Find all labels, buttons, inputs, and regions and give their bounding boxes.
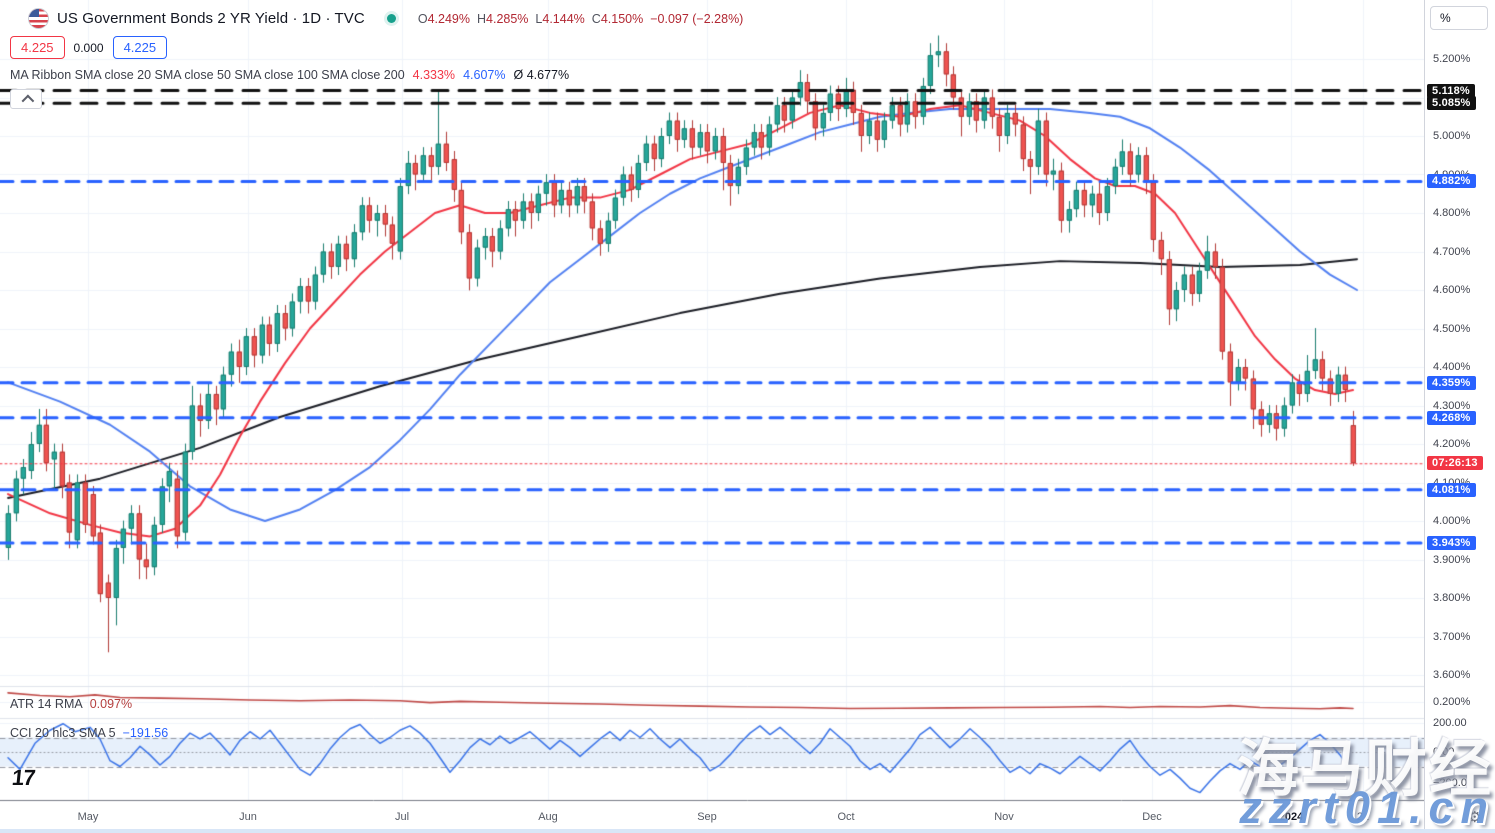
time-axis-label[interactable]: Dec	[1142, 811, 1162, 823]
watermark-right: 海马财经	[1236, 735, 1493, 804]
time-axis-label[interactable]: 2024	[1278, 811, 1304, 823]
buy-button[interactable]: 4.225	[112, 36, 168, 59]
ohlc-values: O4.249% H4.285% L4.144% C4.150% −0.097 (…	[417, 11, 744, 26]
price-axis[interactable]: % 5.200%5.100%5.000%4.900%4.800%4.700%4.…	[1424, 0, 1495, 833]
atr-axis-tick: 0.200%	[1433, 696, 1471, 708]
tradingview-logo[interactable]: 17	[10, 765, 36, 790]
price-tick: 5.000%	[1433, 130, 1471, 142]
atr-value: 0.097%	[89, 697, 133, 711]
time-axis-label[interactable]: Oct	[837, 811, 855, 823]
price-unit-button[interactable]: %	[1430, 6, 1488, 30]
price-tick: 4.700%	[1433, 245, 1471, 258]
price-tick: 4.300%	[1433, 399, 1471, 412]
us-flag-icon	[28, 8, 49, 29]
cci-value: −191.56	[122, 726, 169, 740]
change-value: −0.097 (−2.28%)	[650, 11, 744, 26]
price-tick: 5.200%	[1433, 53, 1471, 65]
sell-button[interactable]: 4.225	[10, 36, 65, 59]
level-price-label: 5.085%	[1427, 96, 1476, 111]
symbol-header[interactable]: US Government Bonds 2 YR Yield · 1D · TV…	[28, 8, 743, 29]
level-price-label: 3.943%	[1427, 535, 1476, 550]
price-tick: 3.800%	[1433, 592, 1471, 604]
sma-average-value: Ø 4.677%	[513, 68, 570, 82]
cci-axis-tick: 200.00	[1433, 717, 1467, 729]
level-price-label: 4.268%	[1427, 410, 1476, 425]
gear-icon[interactable]: ⚙	[1468, 809, 1482, 826]
bottom-strip	[0, 829, 1495, 833]
market-status-icon	[386, 14, 396, 23]
cci-axis-tick: −200.00	[1433, 777, 1474, 789]
trade-panel: 4.225 0.000 4.225	[10, 36, 168, 59]
time-axis-label[interactable]: Jun	[239, 811, 257, 823]
level-price-label: 4.081%	[1427, 482, 1476, 497]
cci-axis-tick: 0.00	[1433, 746, 1455, 758]
collapse-pane-button[interactable]	[10, 89, 42, 109]
level-price-label: 4.882%	[1427, 174, 1476, 189]
price-tick: 4.600%	[1433, 284, 1471, 296]
bar-countdown-label: 07:26:13	[1427, 456, 1483, 471]
spread-value: 0.000	[73, 40, 104, 55]
ma-ribbon-label: MA Ribbon SMA close 20 SMA close 50 SMA …	[10, 68, 405, 82]
watermark-url: zzrt01.cn	[1239, 782, 1495, 833]
price-tick: 4.800%	[1433, 207, 1471, 219]
level-price-label: 5.118%	[1427, 83, 1475, 98]
price-tick: 3.700%	[1433, 630, 1471, 643]
price-tick: 4.500%	[1433, 322, 1471, 335]
time-axis-label[interactable]: Sep	[697, 811, 717, 823]
sma20-value: 4.333%	[412, 68, 456, 82]
time-axis-label[interactable]: Nov	[994, 811, 1014, 823]
price-tick: 4.000%	[1433, 515, 1471, 527]
cci-legend[interactable]: CCI 20 hlc3 SMA 5 −191.56	[10, 726, 168, 740]
symbol-title[interactable]: US Government Bonds 2 YR Yield · 1D · TV…	[57, 10, 365, 27]
price-tick: 3.900%	[1433, 553, 1471, 566]
price-tick: 4.400%	[1433, 361, 1471, 373]
level-price-label: 4.359%	[1427, 375, 1476, 390]
time-axis-label[interactable]: May	[77, 811, 99, 823]
time-axis-label[interactable]: 22	[1356, 811, 1370, 823]
sma50-value: 4.607%	[463, 68, 506, 82]
time-axis-label[interactable]: Aug	[538, 811, 558, 823]
price-tick: 3.600%	[1433, 669, 1471, 681]
ma-ribbon-legend[interactable]: MA Ribbon SMA close 20 SMA close 50 SMA …	[10, 68, 569, 82]
price-tick: 4.200%	[1433, 438, 1471, 450]
chevron-up-icon	[21, 94, 34, 107]
cci-label: CCI 20 hlc3 SMA 5	[10, 726, 116, 740]
atr-legend[interactable]: ATR 14 RMA 0.097%	[10, 697, 132, 711]
time-axis-label[interactable]: Jul	[394, 811, 410, 823]
atr-label: ATR 14 RMA	[10, 697, 83, 711]
